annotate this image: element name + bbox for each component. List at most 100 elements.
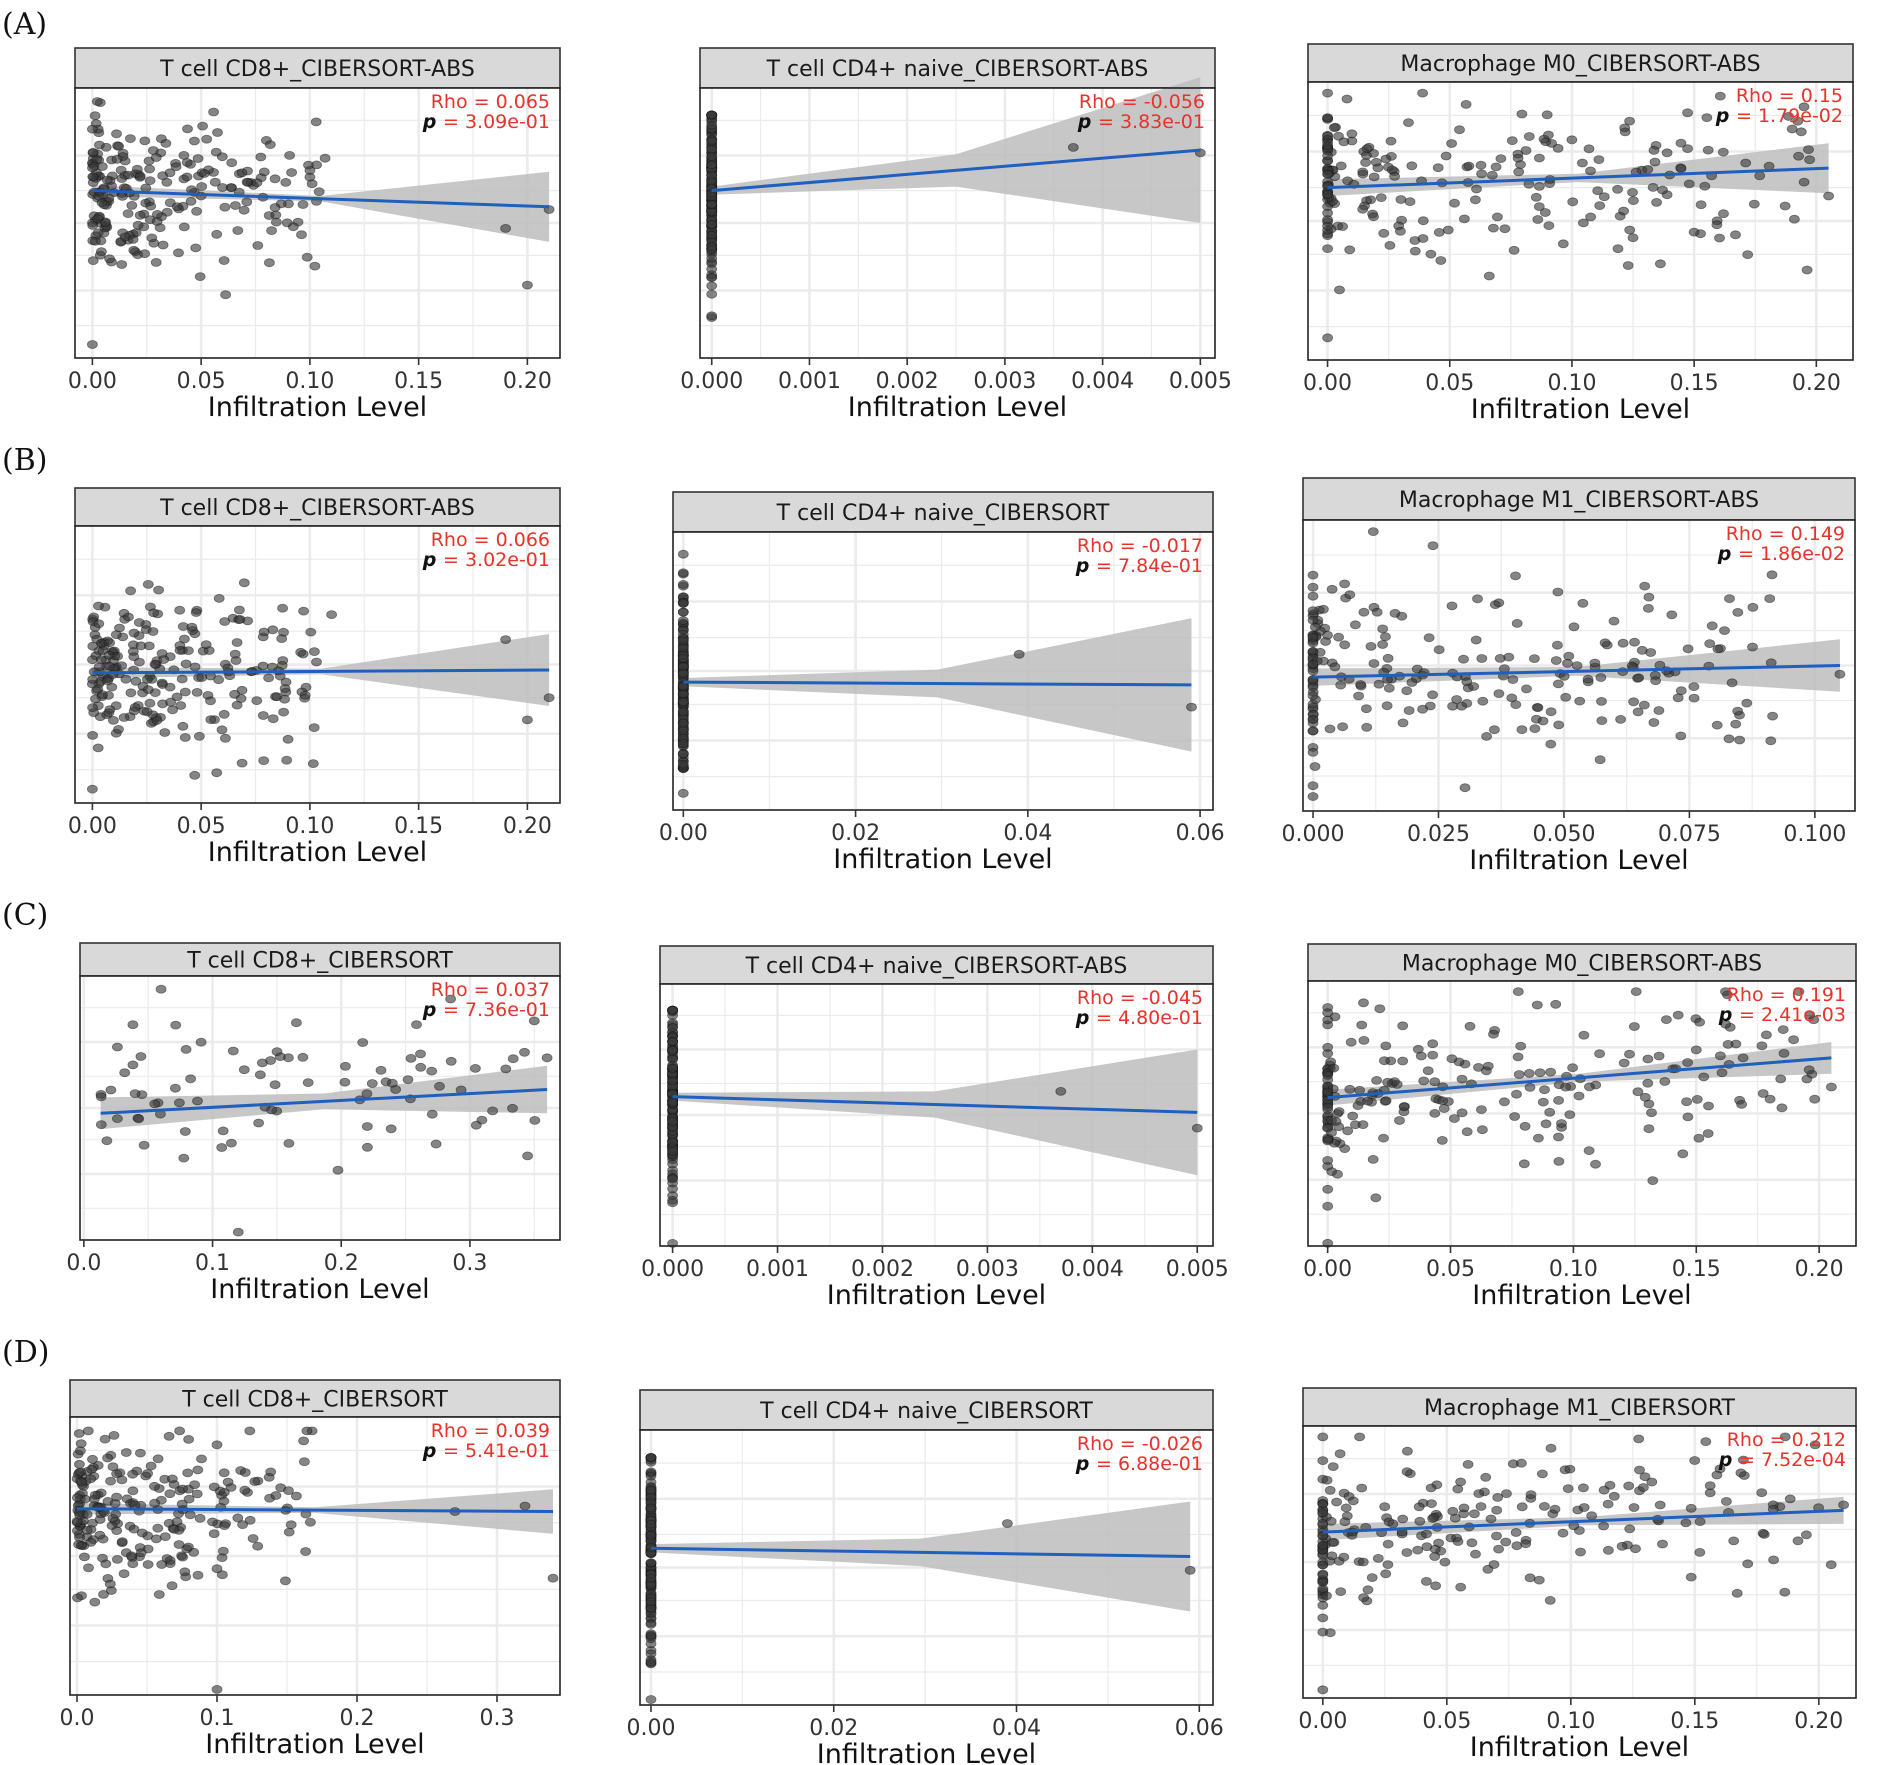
data-point: [1322, 1087, 1334, 1097]
data-point: [1726, 678, 1738, 688]
x-axis-title: Infiltration Level: [827, 1280, 1046, 1311]
data-point: [145, 1461, 157, 1471]
data-point: [189, 1480, 201, 1490]
data-point: [308, 723, 320, 732]
regression-line: [92, 668, 550, 675]
data-point: [1639, 1092, 1651, 1102]
data-point: [120, 674, 132, 684]
data-point: [1529, 654, 1540, 663]
data-point: [426, 1109, 438, 1119]
data-point: [1493, 598, 1505, 608]
data-point: [1539, 208, 1551, 217]
data-point: [1307, 591, 1319, 601]
data-point: [1447, 1506, 1459, 1516]
data-point: [1493, 689, 1505, 698]
data-point: [1475, 160, 1487, 170]
data-point: [1396, 611, 1408, 621]
data-point: [1685, 1572, 1697, 1582]
data-point: [1834, 669, 1846, 679]
data-point: [1627, 233, 1639, 243]
data-point: [1337, 222, 1348, 231]
data-point: [1456, 701, 1467, 711]
data-point: [1804, 155, 1815, 165]
data-point: [168, 1524, 180, 1534]
x-tick-label: 0.20: [1794, 1709, 1843, 1734]
data-point: [1596, 716, 1608, 725]
data-point: [326, 610, 338, 619]
data-point: [677, 707, 689, 717]
data-point: [1328, 1063, 1340, 1073]
data-point: [1628, 1503, 1640, 1512]
x-tick-label: 0.025: [1407, 822, 1470, 847]
data-point: [1377, 640, 1388, 649]
x-axis-title: Infiltration Level: [205, 1729, 424, 1760]
data-point: [1689, 1456, 1701, 1465]
data-point: [1585, 166, 1596, 176]
data-point: [136, 1528, 148, 1538]
data-point: [1714, 91, 1726, 101]
panel-title: T cell CD4+ naive_CIBERSORT: [759, 1399, 1093, 1424]
data-point: [1452, 1537, 1464, 1546]
data-point: [218, 256, 230, 265]
data-point: [125, 1551, 137, 1561]
data-point: [1557, 239, 1569, 249]
data-point: [1413, 1502, 1425, 1512]
data-point: [1344, 1084, 1356, 1094]
panel-title: T cell CD4+ naive_CIBERSORT-ABS: [766, 57, 1149, 82]
data-point: [1380, 632, 1391, 642]
data-point: [1402, 1446, 1413, 1456]
x-tick-label: 0.075: [1658, 822, 1721, 847]
data-point: [1706, 621, 1718, 631]
data-point: [1375, 193, 1387, 203]
data-point: [1608, 1491, 1620, 1501]
data-point: [211, 229, 223, 239]
data-point: [677, 669, 689, 679]
data-point: [677, 568, 689, 578]
data-point: [283, 1486, 294, 1495]
data-point: [1541, 110, 1553, 120]
data-point: [153, 585, 165, 595]
scatter-panel-11: T cell CD4+ naive_CIBERSORT Rho = -0.026p…: [626, 1389, 1224, 1765]
data-point: [122, 170, 134, 180]
data-point: [1347, 1111, 1359, 1121]
data-point: [366, 1079, 378, 1088]
data-point: [99, 218, 111, 228]
data-point: [150, 257, 162, 267]
data-point: [1513, 1070, 1525, 1079]
data-point: [218, 1488, 230, 1497]
data-point: [1657, 1539, 1668, 1549]
data-point: [402, 1075, 414, 1084]
data-point: [1379, 1502, 1391, 1512]
x-tick-label: 0.06: [1175, 1716, 1224, 1741]
data-point: [1370, 1193, 1382, 1203]
data-point: [1425, 249, 1437, 259]
data-point: [1423, 633, 1435, 643]
data-point: [1428, 1512, 1440, 1522]
regression-line: [1313, 664, 1840, 679]
data-point: [1493, 1544, 1504, 1554]
data-point: [178, 634, 190, 644]
data-point: [1630, 987, 1642, 996]
data-point: [196, 1454, 207, 1464]
data-point: [155, 984, 167, 994]
data-point: [1649, 157, 1661, 167]
data-point: [112, 1042, 123, 1052]
data-point: [251, 696, 263, 705]
data-point: [1403, 706, 1415, 715]
data-point: [1568, 622, 1580, 632]
data-point: [232, 226, 244, 235]
data-point: [149, 1498, 161, 1508]
data-point: [1378, 228, 1390, 238]
data-point: [706, 281, 718, 291]
data-point: [254, 1070, 266, 1080]
data-point: [103, 708, 115, 718]
data-point: [1809, 1094, 1821, 1104]
data-point: [200, 640, 212, 649]
data-point: [132, 220, 144, 230]
data-point: [87, 340, 98, 349]
data-point: [144, 176, 156, 186]
data-point: [239, 1468, 251, 1477]
data-point: [229, 201, 241, 210]
data-point: [1358, 1036, 1370, 1045]
data-point: [179, 1127, 191, 1136]
